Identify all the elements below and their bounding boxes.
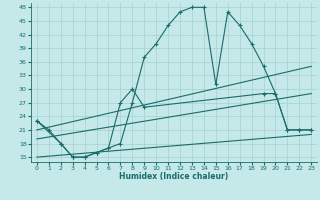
X-axis label: Humidex (Indice chaleur): Humidex (Indice chaleur) — [119, 172, 229, 181]
